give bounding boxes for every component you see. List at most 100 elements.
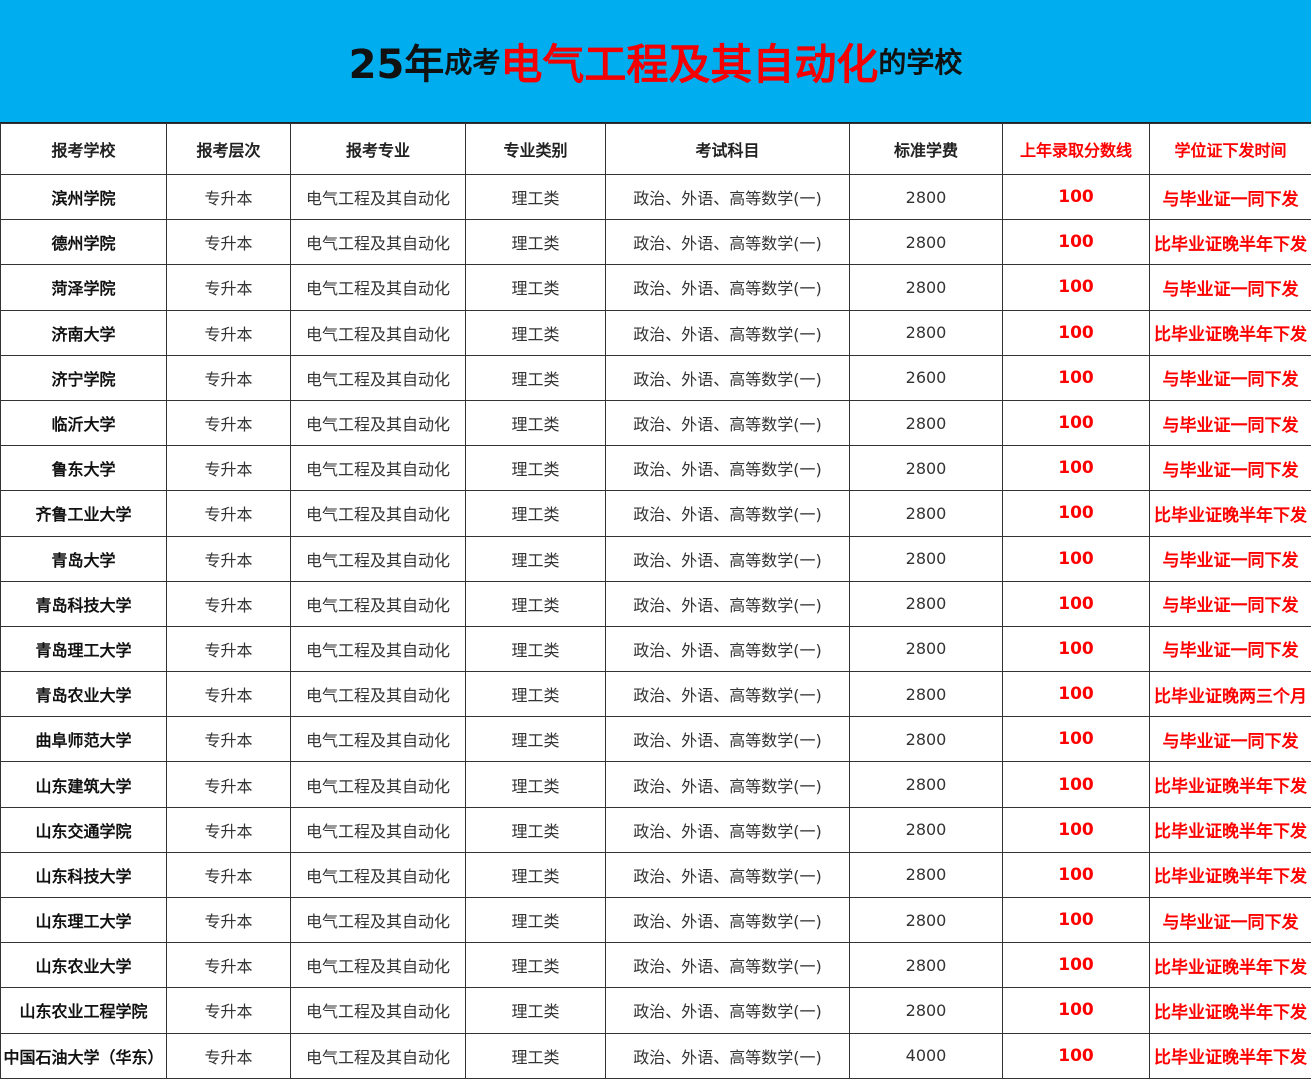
cell-tuition: 2800 bbox=[850, 943, 1003, 988]
cell-major: 电气工程及其自动化 bbox=[291, 581, 466, 626]
cell-category: 理工类 bbox=[466, 536, 606, 581]
cell-tuition: 2800 bbox=[850, 898, 1003, 943]
cell-tuition: 4000 bbox=[850, 1033, 1003, 1078]
cell-subjects: 政治、外语、高等数学(一) bbox=[606, 310, 850, 355]
cell-level: 专升本 bbox=[167, 400, 291, 445]
cell-level: 专升本 bbox=[167, 898, 291, 943]
cell-school: 济南大学 bbox=[1, 310, 167, 355]
cell-degree-issue-time: 比毕业证晚半年下发 bbox=[1150, 807, 1311, 852]
cell-school: 中国石油大学（华东） bbox=[1, 1033, 167, 1078]
cell-major: 电气工程及其自动化 bbox=[291, 446, 466, 491]
cell-subjects: 政治、外语、高等数学(一) bbox=[606, 355, 850, 400]
cell-category: 理工类 bbox=[466, 898, 606, 943]
cell-subjects: 政治、外语、高等数学(一) bbox=[606, 1033, 850, 1078]
cell-level: 专升本 bbox=[167, 581, 291, 626]
cell-school: 山东农业工程学院 bbox=[1, 988, 167, 1033]
cell-level: 专升本 bbox=[167, 175, 291, 220]
cell-major: 电气工程及其自动化 bbox=[291, 1033, 466, 1078]
cell-category: 理工类 bbox=[466, 1033, 606, 1078]
cell-school: 菏泽学院 bbox=[1, 265, 167, 310]
cell-degree-issue-time: 与毕业证一同下发 bbox=[1150, 581, 1311, 626]
cell-category: 理工类 bbox=[466, 175, 606, 220]
cell-tuition: 2800 bbox=[850, 491, 1003, 536]
header-row: 报考学校报考层次报考专业专业类别考试科目标准学费上年录取分数线学位证下发时间 bbox=[1, 124, 1311, 175]
cell-subjects: 政治、外语、高等数学(一) bbox=[606, 581, 850, 626]
cell-cutoff-score: 100 bbox=[1003, 672, 1150, 717]
cell-level: 专升本 bbox=[167, 762, 291, 807]
cell-category: 理工类 bbox=[466, 943, 606, 988]
cell-category: 理工类 bbox=[466, 672, 606, 717]
cell-category: 理工类 bbox=[466, 626, 606, 671]
title-year: 25年 bbox=[349, 32, 445, 90]
cell-school: 德州学院 bbox=[1, 220, 167, 265]
cell-category: 理工类 bbox=[466, 220, 606, 265]
cell-subjects: 政治、外语、高等数学(一) bbox=[606, 717, 850, 762]
header-level: 报考层次 bbox=[167, 124, 291, 175]
cell-major: 电气工程及其自动化 bbox=[291, 626, 466, 671]
title-banner: 25年 成考 电气工程及其自动化 的学校 bbox=[0, 0, 1311, 123]
cell-tuition: 2800 bbox=[850, 536, 1003, 581]
header-school: 报考学校 bbox=[1, 124, 167, 175]
cell-tuition: 2800 bbox=[850, 988, 1003, 1033]
cell-subjects: 政治、外语、高等数学(一) bbox=[606, 536, 850, 581]
cell-school: 曲阜师范大学 bbox=[1, 717, 167, 762]
cell-cutoff-score: 100 bbox=[1003, 1033, 1150, 1078]
cell-subjects: 政治、外语、高等数学(一) bbox=[606, 988, 850, 1033]
cell-level: 专升本 bbox=[167, 943, 291, 988]
cell-cutoff-score: 100 bbox=[1003, 536, 1150, 581]
cell-category: 理工类 bbox=[466, 852, 606, 897]
cell-level: 专升本 bbox=[167, 1033, 291, 1078]
cell-degree-issue-time: 与毕业证一同下发 bbox=[1150, 265, 1311, 310]
cell-cutoff-score: 100 bbox=[1003, 852, 1150, 897]
cell-degree-issue-time: 比毕业证晚半年下发 bbox=[1150, 1033, 1311, 1078]
cell-major: 电气工程及其自动化 bbox=[291, 536, 466, 581]
cell-tuition: 2600 bbox=[850, 355, 1003, 400]
cell-tuition: 2800 bbox=[850, 265, 1003, 310]
cell-category: 理工类 bbox=[466, 265, 606, 310]
cell-degree-issue-time: 与毕业证一同下发 bbox=[1150, 446, 1311, 491]
cell-category: 理工类 bbox=[466, 717, 606, 762]
cell-major: 电气工程及其自动化 bbox=[291, 988, 466, 1033]
cell-level: 专升本 bbox=[167, 536, 291, 581]
header-subjects: 考试科目 bbox=[606, 124, 850, 175]
cell-cutoff-score: 100 bbox=[1003, 898, 1150, 943]
cell-major: 电气工程及其自动化 bbox=[291, 807, 466, 852]
title-suffix: 的学校 bbox=[878, 41, 962, 81]
cell-subjects: 政治、外语、高等数学(一) bbox=[606, 175, 850, 220]
header-major: 报考专业 bbox=[291, 124, 466, 175]
cell-school: 青岛农业大学 bbox=[1, 672, 167, 717]
cell-level: 专升本 bbox=[167, 717, 291, 762]
cell-degree-issue-time: 与毕业证一同下发 bbox=[1150, 400, 1311, 445]
cell-category: 理工类 bbox=[466, 446, 606, 491]
cell-cutoff-score: 100 bbox=[1003, 175, 1150, 220]
cell-school: 临沂大学 bbox=[1, 400, 167, 445]
cell-cutoff-score: 100 bbox=[1003, 446, 1150, 491]
cell-level: 专升本 bbox=[167, 265, 291, 310]
cell-school: 山东农业大学 bbox=[1, 943, 167, 988]
cell-major: 电气工程及其自动化 bbox=[291, 672, 466, 717]
cell-cutoff-score: 100 bbox=[1003, 400, 1150, 445]
cell-cutoff-score: 100 bbox=[1003, 355, 1150, 400]
cell-degree-issue-time: 与毕业证一同下发 bbox=[1150, 175, 1311, 220]
cell-level: 专升本 bbox=[167, 672, 291, 717]
cell-category: 理工类 bbox=[466, 807, 606, 852]
cell-degree-issue-time: 与毕业证一同下发 bbox=[1150, 536, 1311, 581]
cell-major: 电气工程及其自动化 bbox=[291, 943, 466, 988]
cell-subjects: 政治、外语、高等数学(一) bbox=[606, 807, 850, 852]
cell-subjects: 政治、外语、高等数学(一) bbox=[606, 220, 850, 265]
cell-school: 青岛理工大学 bbox=[1, 626, 167, 671]
cell-tuition: 2800 bbox=[850, 807, 1003, 852]
cell-category: 理工类 bbox=[466, 400, 606, 445]
cell-major: 电气工程及其自动化 bbox=[291, 265, 466, 310]
cell-degree-issue-time: 比毕业证晚半年下发 bbox=[1150, 762, 1311, 807]
